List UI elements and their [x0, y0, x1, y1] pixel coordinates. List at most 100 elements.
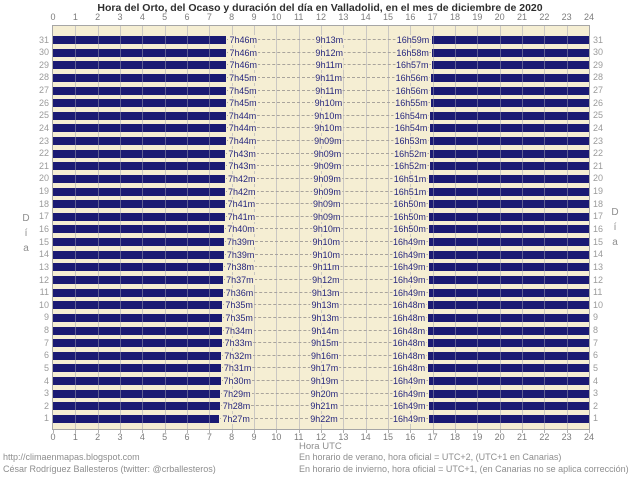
sunset-time-label: 16h56m: [394, 72, 430, 83]
y-axis-title-letter: a: [612, 237, 618, 248]
day-number-right: 30: [593, 47, 604, 58]
day-row: 7h30m 9h19m 16h49m: [53, 376, 589, 387]
sunrise-time-label: 7h35m: [224, 312, 254, 323]
day-length-label: 9h12m: [311, 275, 341, 286]
hour-gridline: [477, 26, 479, 429]
day-number-right: 13: [593, 261, 604, 272]
x-tick-label-bottom: 5: [162, 432, 168, 442]
x-tick-label-top: 15: [382, 12, 394, 22]
day-number-right: 28: [593, 72, 604, 83]
day-number-left: 16: [38, 223, 49, 234]
night-bar-before-sunrise: [53, 389, 221, 398]
x-tick-label-bottom: 7: [206, 432, 212, 442]
x-tick-label-bottom: 10: [271, 432, 282, 442]
sunset-time-label: 16h50m: [392, 199, 427, 210]
y-axis-title-letter: a: [23, 243, 29, 254]
night-bar-after-sunset: [430, 111, 589, 120]
day-length-label: 9h13m: [310, 312, 341, 323]
day-number-left: 18: [38, 198, 49, 209]
night-bar-after-sunset: [428, 200, 589, 209]
day-length-label: 9h12m: [314, 47, 344, 58]
day-row: 7h31m 9h17m 16h48m: [53, 363, 589, 374]
x-tick-label-bottom: 24: [583, 432, 595, 442]
sunset-time-label: 16h49m: [392, 401, 427, 412]
x-tick-label-top: 23: [561, 12, 572, 22]
day-length-label: 9h09m: [312, 199, 342, 210]
y-axis-title-letter: D: [611, 207, 619, 218]
hour-gridline: [365, 26, 367, 429]
day-row: 7h43m 9h09m 16h52m: [53, 148, 589, 159]
sunset-time-label: 16h50m: [392, 211, 427, 222]
day-number-left: 22: [38, 148, 49, 159]
sunset-time-label: 16h58m: [395, 47, 430, 58]
sunrise-time-label: 7h35m: [224, 300, 254, 311]
night-bar-before-sunrise: [53, 288, 223, 297]
sunset-time-label: 16h49m: [392, 388, 427, 399]
night-bar-after-sunset: [431, 73, 589, 82]
sunrise-time-label: 7h43m: [227, 148, 257, 159]
x-tick-label-bottom: 21: [516, 432, 528, 442]
footer-blog-url: http://climaenmapas.blogspot.com: [3, 452, 140, 462]
sunset-time-label: 16h52m: [393, 148, 428, 159]
x-tick-mark: [321, 430, 322, 433]
x-tick-mark: [97, 430, 99, 433]
sunrise-time-label: 7h39m: [225, 237, 256, 248]
day-row: 7h44m 9h10m 16h54m: [53, 123, 589, 134]
sunrise-time-label: 7h34m: [223, 325, 254, 336]
day-number-left: 5: [43, 362, 49, 373]
sunrise-time-label: 7h28m: [221, 401, 252, 412]
day-row: 7h40m 9h10m 16h50m: [53, 224, 589, 235]
x-tick-label-top: 7: [206, 12, 212, 22]
night-bar-before-sunrise: [53, 124, 226, 133]
x-tick-mark: [53, 430, 54, 433]
night-bar-after-sunset: [428, 301, 589, 310]
day-number-left: 21: [38, 160, 49, 171]
night-bar-after-sunset: [428, 414, 589, 423]
day-number-right: 20: [593, 173, 604, 184]
night-bar-before-sunrise: [53, 377, 221, 386]
x-tick-label-top: 16: [405, 12, 416, 22]
hour-gridline: [432, 26, 434, 429]
day-number-right: 15: [593, 236, 604, 247]
day-number-left: 17: [38, 211, 49, 222]
footer-author: César Rodríguez Ballesteros (twitter: @c…: [3, 464, 216, 474]
day-number-right: 26: [593, 97, 604, 108]
x-tick-mark: [522, 430, 523, 433]
day-number-right: 31: [593, 34, 604, 45]
day-length-label: 9h09m: [312, 186, 342, 197]
day-length-label: 9h11m: [311, 262, 341, 273]
hour-gridline: [209, 26, 211, 429]
night-bar-before-sunrise: [53, 263, 224, 272]
day-number-left: 27: [38, 85, 49, 96]
night-bar-after-sunset: [432, 36, 589, 44]
night-bar-after-sunset: [428, 364, 589, 373]
day-row: 7h46m 9h12m 16h58m: [53, 47, 589, 58]
sunset-time-label: 16h48m: [391, 338, 427, 349]
y-axis-title-letter: D: [22, 213, 30, 224]
hour-gridline: [120, 26, 121, 429]
day-number-left: 4: [43, 375, 49, 386]
night-bar-after-sunset: [428, 389, 589, 398]
sunrise-time-label: 7h37m: [225, 275, 255, 286]
x-tick-label-top: 24: [583, 12, 595, 22]
sunrise-time-label: 7h44m: [227, 136, 258, 147]
day-length-label: 9h10m: [313, 98, 344, 109]
day-row: 7h41m 9h09m 16h50m: [53, 199, 589, 210]
day-length-label: 9h22m: [309, 413, 339, 424]
day-number-left: 28: [38, 72, 49, 83]
night-bar-before-sunrise: [53, 326, 222, 335]
night-bar-after-sunset: [429, 187, 589, 196]
sunrise-time-label: 7h39m: [225, 249, 256, 260]
day-number-right: 19: [593, 186, 604, 197]
day-number-right: 16: [593, 223, 604, 234]
day-row: 7h36m 9h13m 16h49m: [53, 287, 589, 298]
day-number-left: 6: [43, 350, 49, 361]
day-length-label: 9h09m: [312, 211, 342, 222]
x-tick-mark: [365, 430, 367, 433]
x-tick-label-bottom: 12: [315, 432, 327, 442]
x-tick-mark: [566, 430, 568, 433]
x-tick-label-bottom: 9: [251, 432, 257, 442]
sunset-time-label: 16h52m: [393, 161, 428, 172]
x-tick-label-bottom: 4: [139, 432, 145, 442]
x-tick-label-bottom: 14: [360, 432, 371, 442]
